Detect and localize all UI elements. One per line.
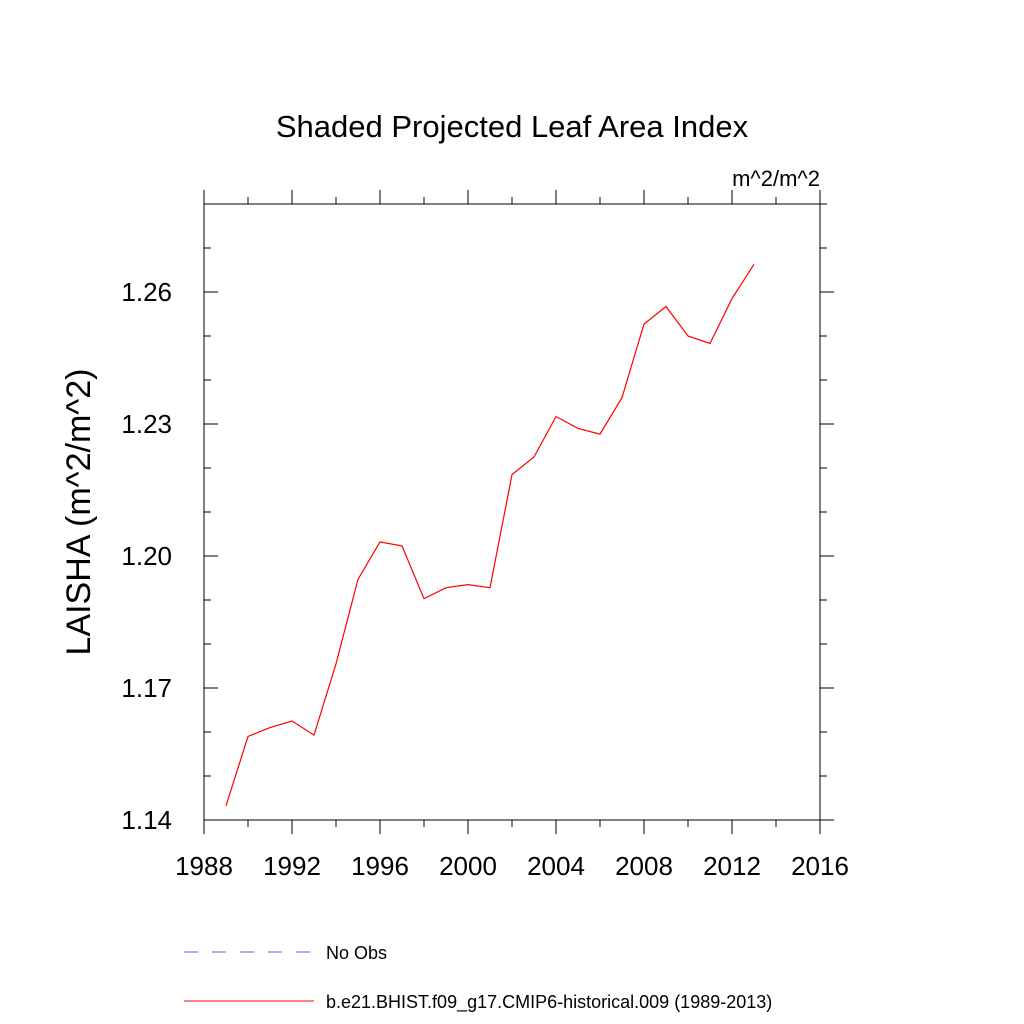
x-tick-label: 1988 xyxy=(175,851,233,881)
x-tick-label: 2004 xyxy=(527,851,585,881)
series-layer xyxy=(225,263,755,807)
units-label: m^2/m^2 xyxy=(732,166,820,191)
x-axis-tick-labels: 1988 1992 1996 2000 2004 2008 2012 2016 xyxy=(175,851,849,881)
legend-label-no-obs: No Obs xyxy=(326,943,387,963)
x-axis-ticks xyxy=(203,190,821,834)
x-tick-label: 1996 xyxy=(351,851,409,881)
y-axis-ticks xyxy=(204,203,834,821)
x-tick-label: 2016 xyxy=(791,851,849,881)
y-axis-label: LAISHA (m^2/m^2) xyxy=(60,369,98,656)
x-tick-label: 1992 xyxy=(263,851,321,881)
legend: No Obs b.e21.BHIST.f09_g17.CMIP6-histori… xyxy=(184,943,772,1013)
y-tick-label: 1.23 xyxy=(121,409,172,439)
x-tick-label: 2008 xyxy=(615,851,673,881)
y-tick-label: 1.20 xyxy=(121,541,172,571)
series-line-1 xyxy=(225,263,755,807)
chart-title: Shaded Projected Leaf Area Index xyxy=(276,109,749,144)
y-tick-label: 1.14 xyxy=(121,805,172,835)
y-axis-tick-labels: 1.14 1.17 1.20 1.23 1.26 xyxy=(121,277,172,835)
legend-label-historical: b.e21.BHIST.f09_g17.CMIP6-historical.009… xyxy=(326,992,772,1013)
x-tick-label: 2012 xyxy=(703,851,761,881)
y-tick-label: 1.26 xyxy=(121,277,172,307)
x-tick-label: 2000 xyxy=(439,851,497,881)
y-tick-label: 1.17 xyxy=(121,673,172,703)
plot-frame xyxy=(203,203,821,821)
